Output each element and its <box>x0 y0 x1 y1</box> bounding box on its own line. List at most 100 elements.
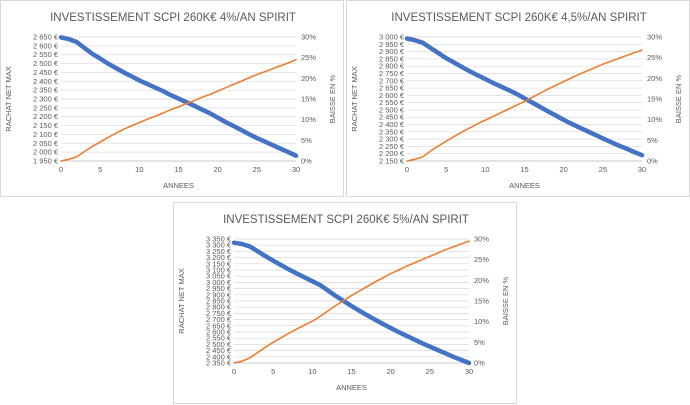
y-tick-label: 2 500 € <box>33 59 59 68</box>
y-tick-label: 2 700 € <box>379 76 405 85</box>
y2-tick-label: 0% <box>647 157 658 166</box>
y-tick-label: 2 650 € <box>379 84 405 93</box>
y-tick-label: 3 300 € <box>206 241 232 250</box>
y2-axis-ticks: 0% 5% 10% 15% 20% 25% 30% <box>301 33 316 166</box>
y-tick-label: 2 650 € <box>206 321 232 330</box>
x-tick-label: 20 <box>213 165 221 174</box>
y2-tick-label: 25% <box>647 53 662 62</box>
y2-tick-label: 10% <box>647 115 662 124</box>
chart-svg: INVESTISSEMENT SCPI 260K€ 4,5%/AN SPIRIT… <box>350 12 683 190</box>
y2-axis-ticks: 0% 5% 10% 15% 20% 25% 30% <box>474 235 489 368</box>
x-tick-label: 15 <box>347 367 355 376</box>
y-tick-label: 2 750 € <box>206 309 232 318</box>
y2-tick-label: 30% <box>647 33 662 42</box>
y-tick-label: 1 950 € <box>33 157 59 166</box>
y-tick-label: 2 350 € <box>206 359 232 368</box>
y2-tick-label: 5% <box>647 136 658 145</box>
x-axis-ticks: 0 5 10 15 20 25 30 <box>405 165 646 174</box>
y-tick-label: 2 900 € <box>379 47 405 56</box>
chart-svg: INVESTISSEMENT SCPI 260K€ 5%/AN SPIRIT 2 … <box>177 214 510 392</box>
x-tick-label: 0 <box>59 165 63 174</box>
y-tick-label: 2 850 € <box>206 297 232 306</box>
y-tick-label: 2 600 € <box>379 91 405 100</box>
y-tick-label: 2 000 € <box>33 148 59 157</box>
y-tick-label: 2 350 € <box>379 127 405 136</box>
y2-axis-ticks: 0% 5% 10% 15% 20% 25% 30% <box>647 33 662 166</box>
chart-title: INVESTISSEMENT SCPI 260K€ 4,5%/AN SPIRIT <box>391 12 646 24</box>
y-axis-label: RACHAT NET MAX <box>350 66 359 131</box>
y2-axis-label: BAISSE EN % <box>674 74 683 123</box>
y-tick-label: 3 050 € <box>206 272 232 281</box>
series-line-baisse <box>406 49 643 162</box>
chart-panel-4-5pct: INVESTISSEMENT SCPI 260K€ 4,5%/AN SPIRIT… <box>346 0 690 197</box>
y-tick-label: 3 150 € <box>206 259 232 268</box>
y-tick-label: 2 400 € <box>206 352 232 361</box>
y2-tick-label: 20% <box>474 276 489 285</box>
y2-tick-label: 25% <box>301 53 316 62</box>
x-tick-label: 15 <box>520 165 528 174</box>
y2-tick-label: 15% <box>301 95 316 104</box>
y2-tick-label: 15% <box>647 95 662 104</box>
y-tick-label: 2 150 € <box>379 157 405 166</box>
x-tick-label: 10 <box>308 367 316 376</box>
y-tick-label: 2 600 € <box>33 41 59 50</box>
y-tick-label: 3 100 € <box>206 266 232 275</box>
y2-axis-label: BAISSE EN % <box>501 276 510 325</box>
y-tick-label: 2 950 € <box>379 40 405 49</box>
x-tick-label: 10 <box>135 165 143 174</box>
x-tick-label: 20 <box>559 165 567 174</box>
y-tick-label: 2 550 € <box>379 98 405 107</box>
y-tick-label: 3 250 € <box>206 247 232 256</box>
y-tick-label: 3 000 € <box>206 278 232 287</box>
x-axis-ticks: 0 5 10 15 20 25 30 <box>59 165 300 174</box>
y2-tick-label: 5% <box>474 338 485 347</box>
y-tick-label: 2 500 € <box>379 105 405 114</box>
y2-tick-label: 20% <box>647 74 662 83</box>
chart-title: INVESTISSEMENT SCPI 260K€ 5%/AN SPIRIT <box>223 214 469 226</box>
y-tick-label: 3 000 € <box>379 33 405 42</box>
y-tick-label: 2 450 € <box>206 346 232 355</box>
y2-tick-label: 30% <box>474 235 489 244</box>
y2-tick-label: 20% <box>301 74 316 83</box>
series-line-rachat <box>58 35 299 158</box>
x-tick-label: 30 <box>638 165 646 174</box>
y-tick-label: 2 400 € <box>379 120 405 129</box>
y-tick-label: 2 250 € <box>33 103 59 112</box>
series-line-baisse <box>60 58 297 162</box>
x-tick-label: 20 <box>386 367 394 376</box>
y-tick-label: 3 200 € <box>206 253 232 262</box>
series-line-baisse <box>233 240 470 364</box>
y2-tick-label: 0% <box>474 359 485 368</box>
x-tick-label: 0 <box>405 165 409 174</box>
x-tick-label: 5 <box>271 367 275 376</box>
y2-tick-label: 15% <box>474 297 489 306</box>
x-axis-label: ANNEES <box>336 383 367 392</box>
y2-axis-label: BAISSE EN % <box>328 74 337 123</box>
y-tick-label: 2 750 € <box>379 69 405 78</box>
y-tick-label: 2 700 € <box>206 315 232 324</box>
x-tick-label: 5 <box>98 165 102 174</box>
chart-panel-4pct: INVESTISSEMENT SCPI 260K€ 4%/AN SPIRIT 1 … <box>0 0 344 197</box>
x-tick-label: 10 <box>481 165 489 174</box>
y2-tick-label: 10% <box>301 115 316 124</box>
chart-svg: INVESTISSEMENT SCPI 260K€ 4%/AN SPIRIT 1 … <box>4 12 337 190</box>
y-tick-label: 2 950 € <box>206 284 232 293</box>
x-axis-label: ANNEES <box>509 181 540 190</box>
x-tick-label: 15 <box>174 165 182 174</box>
y-tick-label: 2 300 € <box>33 95 59 104</box>
x-tick-label: 0 <box>232 367 236 376</box>
y2-tick-label: 0% <box>301 157 312 166</box>
y2-tick-label: 10% <box>474 317 489 326</box>
chart-panel-5pct: INVESTISSEMENT SCPI 260K€ 5%/AN SPIRIT 2 … <box>173 202 517 404</box>
y-tick-label: 2 150 € <box>33 121 59 130</box>
x-tick-label: 25 <box>599 165 607 174</box>
y-tick-label: 2 450 € <box>379 113 405 122</box>
y-tick-label: 2 850 € <box>379 54 405 63</box>
y-tick-label: 2 200 € <box>33 112 59 121</box>
y-tick-label: 2 550 € <box>33 50 59 59</box>
x-tick-label: 25 <box>426 367 434 376</box>
y-axis-ticks: 1 950 €2 000 €2 050 €2 100 €2 150 €2 200… <box>33 33 296 166</box>
y-tick-label: 2 100 € <box>33 130 59 139</box>
x-tick-label: 5 <box>444 165 448 174</box>
y-tick-label: 2 050 € <box>33 139 59 148</box>
